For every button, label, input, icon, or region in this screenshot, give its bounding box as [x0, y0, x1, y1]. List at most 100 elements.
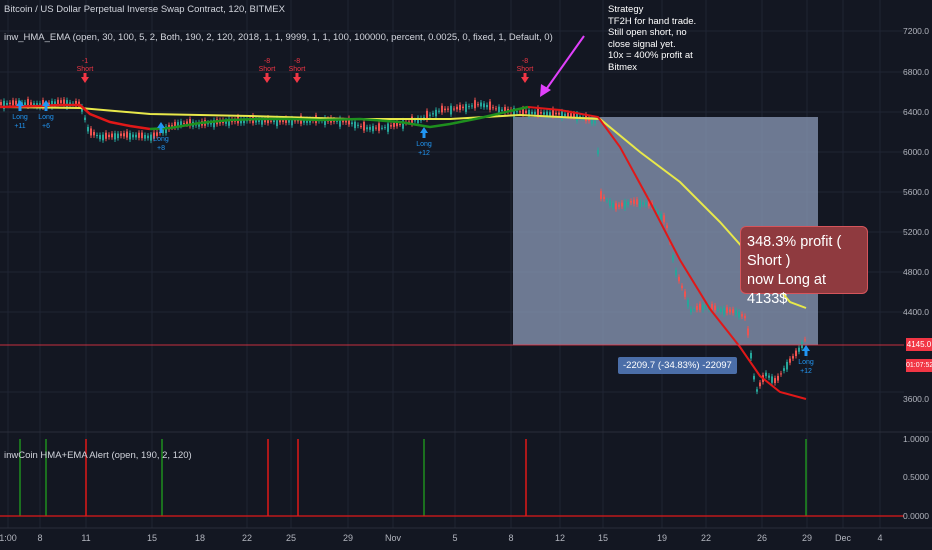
candle-body — [609, 200, 611, 206]
candle-body — [153, 132, 155, 139]
candle-body — [642, 202, 644, 205]
long-arrow-icon — [802, 345, 810, 356]
candle-body — [603, 196, 605, 200]
candle-body — [294, 120, 296, 122]
candle-body — [24, 102, 26, 106]
candle-body — [489, 101, 491, 110]
candle-body — [504, 107, 506, 113]
indicator-legend[interactable]: inw_HMA_EMA (open, 30, 100, 5, 2, Both, … — [4, 32, 553, 43]
candle-body — [381, 127, 383, 129]
candle-body — [99, 135, 101, 140]
candle-body — [528, 109, 530, 117]
sub-indicator-legend[interactable]: inwCoin HMA+EMA Alert (open, 190, 2, 120… — [4, 450, 192, 461]
candle-body — [270, 120, 272, 122]
time-tick: 22 — [242, 533, 252, 543]
signal-markers: Long+11Long+6-1ShortLong+8-8Short-8Short… — [12, 58, 814, 375]
chart-title: Bitcoin / US Dollar Perpetual Inverse Sw… — [4, 4, 285, 15]
candle-body — [558, 112, 560, 115]
countdown-tag: 01:07:52 — [906, 359, 932, 372]
short-arrow-icon — [81, 73, 89, 83]
price-scale[interactable]: 7200.0 6800.0 6400.0 6000.0 5600.0 5200.0 4800… — [903, 26, 929, 404]
candle-body — [399, 124, 401, 126]
time-tick: 18 — [195, 533, 205, 543]
candle-body — [753, 375, 755, 380]
candle-body — [747, 328, 749, 336]
candle-body — [444, 108, 446, 111]
signal-value: -8 — [294, 58, 300, 65]
candle-body — [63, 99, 65, 105]
candle-body — [792, 356, 794, 359]
candle-body — [591, 118, 593, 124]
long-arrow-icon — [42, 100, 50, 111]
hma-line-down-2 — [527, 106, 807, 400]
candle-body — [681, 285, 683, 289]
candle-body — [471, 105, 473, 107]
candle-body — [174, 121, 176, 128]
candle-body — [612, 203, 614, 208]
candle-body — [765, 372, 767, 377]
time-scale[interactable]: 1:00 8 11 15 18 22 25 29 Nov 5 8 12 15 19 22 26 29 Dec 4 — [0, 533, 883, 543]
candle-body — [435, 109, 437, 117]
candle-body — [633, 199, 635, 204]
candle-body — [696, 305, 698, 310]
candle-body — [678, 276, 680, 282]
candle-body — [744, 315, 746, 319]
candle-body — [108, 134, 110, 138]
candle-body — [654, 207, 656, 211]
candle-body — [147, 135, 149, 139]
candle-body — [162, 129, 164, 134]
candle-body — [408, 121, 410, 123]
candle-body — [501, 109, 503, 112]
candle-body — [495, 108, 497, 110]
candle-body — [306, 119, 308, 123]
candle-body — [594, 120, 596, 124]
candle-body — [777, 375, 779, 381]
candle-body — [789, 358, 791, 363]
candle-body — [345, 120, 347, 123]
candle-body — [717, 308, 719, 310]
candle-body — [363, 121, 365, 131]
candle-body — [150, 134, 152, 141]
candle-body — [759, 382, 761, 387]
alert-scale[interactable]: 1.0000 0.5000 0.0000 — [903, 434, 929, 521]
candle-body — [354, 121, 356, 129]
candle-body — [525, 110, 527, 114]
price-tick: 5600.0 — [903, 187, 929, 197]
price-tick: 5200.0 — [903, 227, 929, 237]
candle-body — [483, 103, 485, 108]
candle-body — [87, 126, 89, 132]
candle-body — [687, 299, 689, 307]
candle-body — [261, 118, 263, 125]
profit-callout[interactable]: 348.3% profit ( Short ) now Long at 4133… — [740, 226, 868, 307]
candle-body — [225, 120, 227, 124]
candle-body — [474, 100, 476, 109]
candle-body — [117, 133, 119, 139]
candle-body — [732, 309, 734, 313]
candle-body — [432, 113, 434, 115]
short-arrow-icon — [263, 73, 271, 83]
candle-body — [9, 102, 11, 105]
candle-body — [693, 309, 695, 311]
candle-body — [297, 119, 299, 122]
time-tick: 29 — [343, 533, 353, 543]
candle-body — [12, 100, 14, 106]
candle-body — [534, 111, 536, 115]
candle-body — [639, 200, 641, 208]
candle-body — [570, 113, 572, 117]
signal-label: Long — [153, 136, 169, 143]
candle-body — [372, 126, 374, 132]
candle-body — [627, 201, 629, 205]
time-tick: 4 — [877, 533, 882, 543]
candle-body — [303, 119, 305, 123]
candle-body — [729, 309, 731, 313]
candle-body — [621, 202, 623, 207]
alert-tick: 1.0000 — [903, 434, 929, 444]
candle-body — [756, 389, 758, 392]
candle-body — [411, 116, 413, 125]
candle-body — [750, 352, 752, 359]
time-tick: 8 — [508, 533, 513, 543]
candle-body — [522, 108, 524, 115]
candle-body — [75, 100, 77, 107]
signal-value: -8 — [522, 58, 528, 65]
candle-body — [657, 211, 659, 215]
